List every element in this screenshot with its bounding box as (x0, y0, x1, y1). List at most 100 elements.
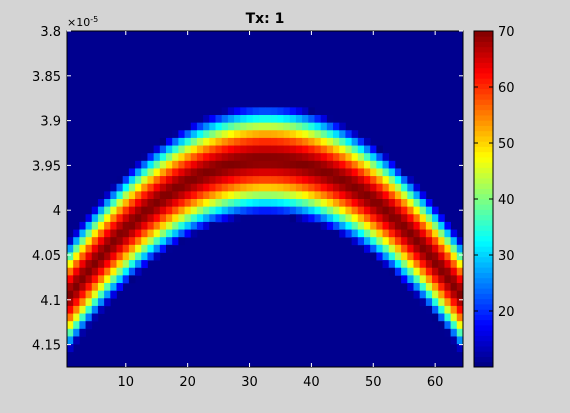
heatmap-cell (450, 336, 458, 345)
heatmap-cell (159, 206, 167, 215)
heatmap-cell (209, 199, 216, 207)
heatmap-cell (215, 176, 223, 185)
heatmap-cell (407, 199, 414, 207)
heatmap-cell (388, 214, 396, 223)
heatmap-cell (413, 206, 421, 215)
heatmap-cell (159, 221, 167, 230)
heatmap-cell (326, 137, 334, 146)
heatmap-cell (258, 130, 266, 139)
heatmap-cell (326, 199, 334, 207)
heatmap-cell (252, 122, 260, 131)
heatmap-cell (91, 267, 99, 276)
heatmap-cell (302, 115, 309, 123)
heatmap-cell (308, 122, 315, 131)
heatmap-cell (246, 130, 253, 139)
heatmap-cell (401, 237, 408, 246)
heatmap-cell (128, 267, 136, 276)
heatmap-cell (153, 191, 161, 200)
heatmap-cell (326, 130, 334, 139)
heatmap-cell (178, 237, 185, 246)
heatmap-cell (73, 275, 80, 284)
colorbar-segment (474, 188, 493, 195)
heatmap-cell (227, 145, 235, 154)
heatmap-cell (302, 214, 309, 223)
x-tick-label: 30 (241, 375, 258, 390)
heatmap-cell (73, 260, 80, 269)
heatmap-cell (184, 176, 192, 185)
heatmap-cell (370, 221, 377, 230)
heatmap-cell (79, 321, 86, 330)
heatmap-cell (345, 183, 352, 192)
heatmap-cell (333, 153, 340, 162)
y-tick-label: 4 (53, 204, 61, 219)
heatmap-cell (246, 122, 253, 131)
heatmap-cell (184, 168, 192, 177)
heatmap-cell (178, 229, 185, 238)
heatmap-cell (333, 191, 340, 200)
heatmap-cell (215, 160, 223, 169)
heatmap-cell (388, 237, 396, 246)
heatmap-cell (122, 237, 130, 246)
heatmap-cell (147, 191, 154, 200)
heatmap-cell (221, 137, 229, 146)
heatmap-cell (394, 214, 402, 223)
heatmap-cell (184, 160, 192, 169)
heatmap-cell (308, 191, 315, 200)
heatmap-cell (128, 176, 136, 185)
colorbar-segment (474, 304, 493, 310)
heatmap-cell (135, 176, 142, 185)
heatmap-cell (314, 176, 322, 185)
heatmap-cell (320, 176, 328, 185)
heatmap-cell (227, 206, 235, 215)
heatmap-cell (209, 130, 216, 139)
heatmap-cell (314, 115, 322, 123)
heatmap-cell (178, 153, 185, 162)
heatmap-cell (128, 221, 136, 230)
heatmap-cell (271, 199, 278, 207)
heatmap-cell (339, 221, 346, 230)
heatmap-cell (135, 199, 142, 207)
heatmap-cell (135, 267, 142, 276)
heatmap-cell (432, 237, 439, 246)
heatmap-cell (141, 252, 148, 261)
heatmap-cell (153, 206, 161, 215)
heatmap-cell (419, 237, 427, 246)
colorbar-segment (474, 52, 493, 58)
colorbar-segment (474, 262, 493, 268)
x-tick-label: 40 (303, 375, 320, 390)
heatmap-cell (258, 206, 266, 215)
heatmap-cell (166, 168, 173, 177)
heatmap-cell (277, 160, 284, 169)
heatmap-cell (308, 115, 315, 123)
heatmap-cell (104, 221, 111, 230)
heatmap-cell (141, 176, 148, 185)
heatmap-cell (376, 199, 383, 207)
heatmap-cell (364, 199, 371, 207)
heatmap-cell (79, 305, 86, 314)
heatmap-cell (295, 176, 303, 185)
heatmap-cell (91, 260, 99, 269)
heatmap-cell (382, 160, 390, 169)
heatmap-cell (110, 229, 117, 238)
heatmap-cell (246, 176, 253, 185)
heatmap-cell (295, 153, 303, 162)
colorbar-segment (474, 183, 493, 189)
heatmap-cell (370, 183, 377, 192)
heatmap-cell (450, 298, 458, 307)
colorbar-segment (474, 178, 493, 184)
heatmap-cell (240, 168, 247, 177)
heatmap-cell (104, 214, 111, 223)
heatmap-cell (227, 183, 235, 192)
colorbar-segment (474, 214, 493, 221)
heatmap-cell (320, 183, 328, 192)
heatmap-cell (221, 107, 229, 116)
heatmap-cell (221, 145, 229, 154)
colorbar-segment (474, 115, 493, 121)
heatmap-cell (394, 260, 402, 269)
heatmap-cell (370, 160, 377, 169)
heatmap-cell (271, 107, 278, 116)
colorbar-segment (474, 235, 493, 242)
heatmap-cell (438, 305, 445, 314)
heatmap-cell (122, 214, 130, 223)
heatmap-cell (289, 115, 297, 123)
